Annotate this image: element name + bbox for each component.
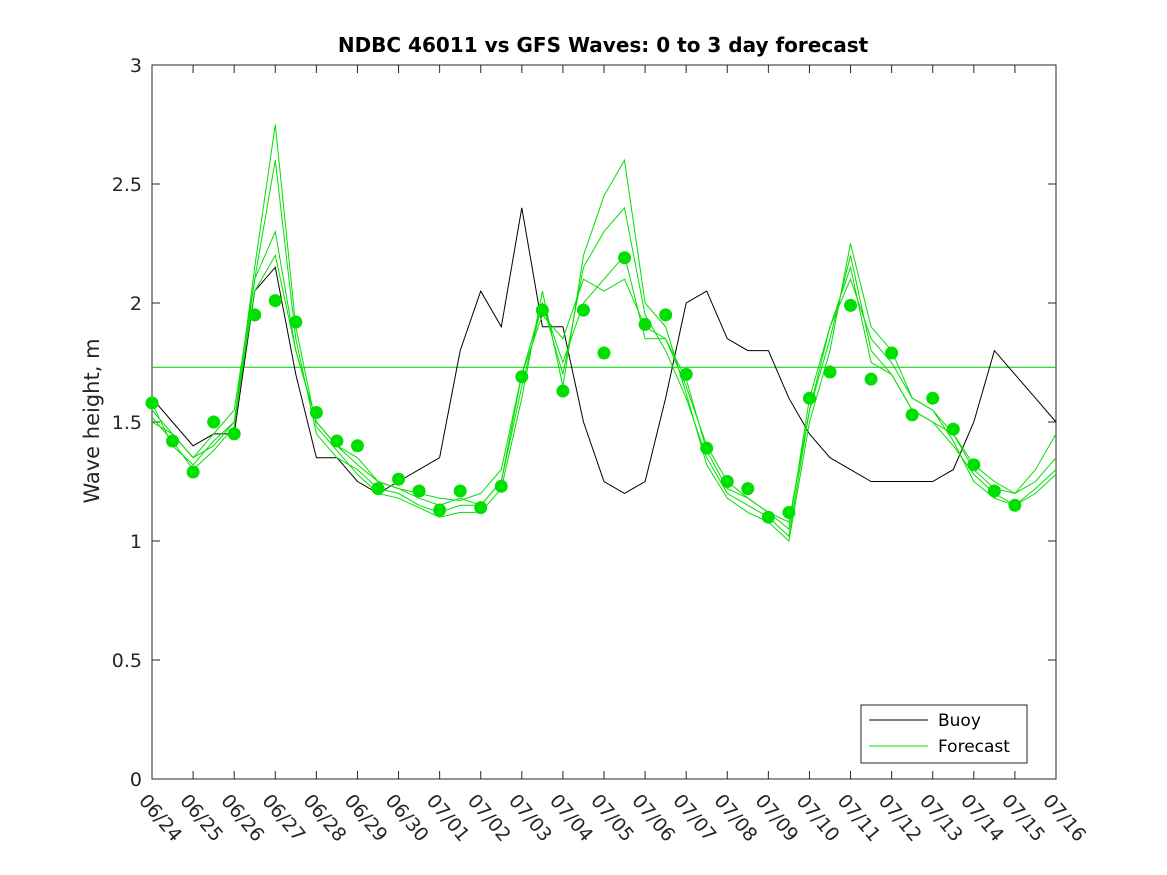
x-tick-label: 07/07 [668,790,720,846]
forecast-point [864,372,878,386]
forecast-point [987,484,1001,498]
forecast-point [556,384,570,398]
buoy-line [151,207,1057,494]
legend-box [860,704,1028,764]
x-tick-label: 06/28 [299,790,351,846]
forecast-point [823,365,837,379]
x-tick-label: 07/08 [709,790,761,846]
x-tick-label: 07/06 [627,790,679,846]
y-axis-label: Wave height, m [80,338,104,503]
forecast-point [638,317,652,331]
x-tick-label: 07/05 [586,790,638,846]
x-tick-label: 06/29 [340,790,392,846]
x-tick-label: 07/13 [915,790,967,846]
forecast-point [741,482,755,496]
plot-frame [151,64,1057,780]
x-tick-label: 07/04 [545,790,597,846]
forecast-point [166,434,180,448]
forecast-point [453,484,467,498]
y-tick-label: 2 [130,293,142,315]
forecast-point [926,391,940,405]
x-tick-label: 07/10 [792,790,844,846]
forecast-line-3 [151,124,1057,542]
forecast-point [186,465,200,479]
forecast-point [618,251,632,265]
y-tick-label: 3 [130,55,142,77]
forecast-point [412,484,426,498]
x-tick-label: 06/27 [257,790,309,846]
y-tick-label: 2.5 [112,174,142,196]
forecast-point [659,308,673,322]
y-tick-label: 0 [130,769,142,791]
forecast-point [885,346,899,360]
forecast-point [761,510,775,524]
forecast-point [268,294,282,308]
forecast-point [494,479,508,493]
forecast-point [207,415,221,429]
series-layer [145,124,1057,542]
legend-buoy-label: Buoy [938,711,981,731]
x-tick-label: 07/16 [1038,790,1090,846]
forecast-point [289,315,303,329]
forecast-point [433,503,447,517]
legend: Buoy Forecast [860,704,1028,764]
forecast-point [535,303,549,317]
x-tick-label: 07/15 [997,790,1049,846]
forecast-point [782,505,796,519]
forecast-line-4 [151,229,1057,523]
x-tick-label: 07/14 [956,790,1008,846]
y-tick-label: 1.5 [112,412,142,434]
forecast-line-1 [151,254,1057,531]
forecast-point [597,346,611,360]
forecast-point [392,472,406,486]
forecast-point [227,427,241,441]
forecast-point [967,458,981,472]
x-tick-label: 07/09 [751,790,803,846]
forecast-point [946,422,960,436]
x-tick-label: 06/26 [216,790,268,846]
forecast-point [515,370,529,384]
x-tick-label: 07/11 [833,790,885,846]
forecast-point [905,408,919,422]
forecast-point [844,298,858,312]
forecast-point [309,405,323,419]
x-tick-label: 07/01 [422,790,474,846]
forecast-point [330,434,344,448]
forecast-point [679,367,693,381]
chart-title: NDBC 46011 vs GFS Waves: 0 to 3 day fore… [338,33,869,57]
x-tick-label: 07/02 [463,790,515,846]
forecast-point [576,303,590,317]
axes [151,64,1057,780]
forecast-point [145,396,159,410]
y-tick-label: 1 [130,531,142,553]
forecast-point [700,441,714,455]
y-tick-label: 0.5 [112,650,142,672]
legend-forecast-label: Forecast [938,737,1010,757]
x-tick-label: 06/30 [381,790,433,846]
x-tick-label: 07/12 [874,790,926,846]
forecast-point [248,308,262,322]
forecast-point [802,391,816,405]
forecast-point [1008,498,1022,512]
x-tick-label: 07/03 [504,790,556,846]
forecast-point [371,482,385,496]
x-tick-label: 06/25 [175,790,227,846]
forecast-point [474,501,488,515]
forecast-point [350,439,364,453]
forecast-point [720,475,734,488]
x-tick-label: 06/24 [134,790,186,846]
